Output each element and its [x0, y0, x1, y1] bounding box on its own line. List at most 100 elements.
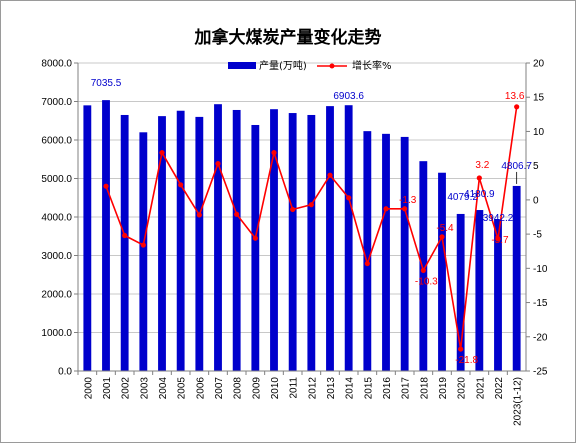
- line-point: [196, 212, 202, 218]
- bar-value-label: 6903.6: [333, 91, 364, 102]
- line-point: [402, 206, 408, 212]
- x-tick-label: 2005: [177, 377, 188, 400]
- x-tick-label: 2020: [457, 377, 468, 400]
- x-tick-label: 2010: [270, 377, 281, 400]
- bar-value-label: 4806.7: [501, 161, 532, 172]
- bar: [419, 161, 428, 371]
- left-tick-label: 6000.0: [41, 136, 72, 147]
- bar: [512, 185, 521, 371]
- bar: [251, 124, 260, 371]
- legend-bar-swatch: [228, 62, 256, 69]
- bar: [195, 116, 204, 372]
- x-tick-label: 2012: [307, 377, 318, 400]
- line-point: [103, 183, 109, 189]
- bar: [382, 133, 390, 371]
- x-tick-label: 2023(1-12): [513, 377, 524, 426]
- line-point: [271, 150, 277, 156]
- bar: [494, 219, 502, 371]
- line-point: [364, 260, 370, 267]
- x-tick-label: 2008: [233, 377, 244, 400]
- x-tick-label: 2001: [102, 377, 113, 400]
- gridlines: [78, 62, 526, 372]
- x-tick-label: 2002: [121, 377, 132, 400]
- bar: [344, 105, 353, 372]
- bar: [270, 109, 278, 371]
- bar-value-label: 3942.2: [483, 213, 514, 224]
- line-point: [308, 202, 314, 208]
- x-tick-label: 2015: [363, 377, 374, 400]
- bar: [83, 105, 92, 371]
- left-tick-label: 8000.0: [41, 59, 72, 70]
- x-tick-label: 2007: [214, 377, 225, 400]
- line-point: [122, 232, 128, 239]
- x-tick-label: 2014: [345, 377, 356, 400]
- line-point: [514, 104, 520, 110]
- bar: [363, 131, 372, 371]
- line-point: [439, 234, 445, 240]
- x-tick-label: 2018: [419, 377, 430, 400]
- bar: [307, 114, 316, 371]
- line-value-label: 13.6: [505, 91, 525, 102]
- line-value-label: -1.3: [399, 195, 417, 206]
- legend-line-marker: [329, 63, 335, 69]
- line-point: [290, 206, 296, 213]
- x-tick-label: 2019: [438, 377, 449, 400]
- right-tick-label: -10: [533, 264, 548, 275]
- bar: [158, 116, 166, 371]
- line-value-label: -5.7: [491, 235, 509, 246]
- bar: [120, 114, 129, 371]
- bar: [400, 136, 409, 371]
- line-point: [383, 206, 389, 212]
- right-tick-label: -25: [533, 367, 548, 378]
- legend: 产量(万吨) 增长率%: [228, 59, 392, 72]
- bar: [326, 106, 334, 372]
- left-tick-label: 3000.0: [41, 251, 72, 262]
- line-point: [476, 175, 482, 181]
- right-tick-label: -5: [533, 230, 542, 241]
- legend-bar-label: 产量(万吨): [259, 59, 307, 72]
- line-point: [458, 346, 464, 352]
- right-tick-label: -20: [533, 332, 548, 343]
- line-point: [346, 195, 352, 201]
- bar: [288, 113, 297, 372]
- line-value-label: 3.2: [475, 160, 489, 171]
- bar: [214, 104, 222, 371]
- line-value-label: -21.8: [455, 355, 478, 366]
- line-value-label: -5.4: [436, 223, 454, 234]
- line-point: [495, 236, 501, 242]
- left-tick-label: 5000.0: [41, 174, 72, 185]
- bar: [102, 100, 110, 372]
- right-tick-label: 15: [533, 93, 545, 104]
- left-tick-label: 0.0: [58, 367, 72, 378]
- left-tick-label: 1000.0: [41, 328, 72, 339]
- axes: 0.0 1000.0 2000.0 3000.0 4000.0 5000.0 6000.0 7…: [41, 59, 547, 426]
- bar: [456, 213, 465, 371]
- line-point: [327, 172, 333, 178]
- bar: [475, 210, 484, 371]
- x-tick-label: 2022: [494, 377, 505, 400]
- x-tick-label: 2021: [475, 377, 486, 400]
- bar-series: [83, 100, 521, 372]
- x-tick-label: 2009: [251, 377, 262, 400]
- left-tick-label: 2000.0: [41, 290, 72, 301]
- x-tick-label: 2016: [382, 377, 393, 400]
- right-tick-label: 10: [533, 127, 545, 138]
- bar-value-label: 4079.2: [447, 192, 478, 203]
- chart-title: 加拿大煤炭产量变化走势: [194, 27, 382, 48]
- bar: [176, 110, 185, 372]
- x-tick-label: 2011: [289, 377, 300, 399]
- x-tick-label: 2013: [326, 377, 337, 400]
- x-tick-label: 2017: [401, 377, 412, 400]
- line-point: [140, 242, 146, 248]
- line-point: [252, 235, 258, 241]
- line-point: [215, 161, 221, 167]
- bar: [232, 109, 241, 371]
- x-tick-label: 2003: [139, 377, 150, 400]
- line-series: [103, 104, 520, 352]
- x-tick-label: 2004: [158, 377, 169, 400]
- line-point: [234, 211, 240, 217]
- left-tick-label: 4000.0: [41, 213, 72, 224]
